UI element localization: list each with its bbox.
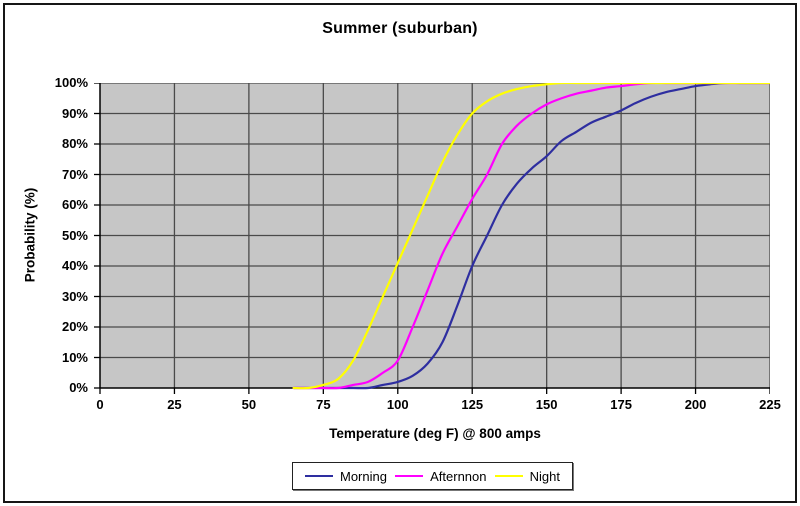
legend-label: Morning	[340, 468, 387, 484]
x-tick-label: 175	[610, 397, 632, 412]
y-tick-label: 0%	[69, 380, 88, 395]
series-line-night	[292, 83, 770, 390]
x-tick-label: 200	[684, 397, 707, 412]
series-line-afternnon	[292, 83, 770, 390]
y-tick-label: 60%	[61, 197, 88, 212]
legend-line-sample-night	[494, 475, 523, 477]
y-tick-label: 30%	[61, 288, 88, 304]
y-tick-label: 80%	[61, 136, 88, 151]
y-tick-label: 100%	[54, 75, 88, 90]
series-line-morning	[292, 83, 770, 390]
legend-item-afternnon: Afternnon	[395, 470, 486, 483]
x-axis-tick-labels: 0 25 50 75 100 125 150 175 200 225	[96, 397, 780, 413]
legend: Morning Afternnon Night	[292, 462, 573, 490]
y-tick-label: 10%	[61, 349, 88, 365]
legend-label: Night	[529, 468, 560, 484]
y-tick-label: 20%	[61, 319, 88, 334]
x-tick-label: 125	[461, 397, 484, 412]
y-axis-tick-labels: 0% 10% 20% 30% 40% 50% 60% 70% 80% 90% 100%	[0, 75, 88, 395]
x-tick-label: 150	[535, 397, 558, 412]
y-tick-label: 90%	[61, 105, 88, 121]
legend-line-sample-morning	[305, 475, 333, 477]
plot-area	[94, 83, 770, 394]
legend-item-night: Night	[494, 468, 560, 484]
x-tick-label: 25	[167, 397, 182, 412]
chart-title: Summer (suburban)	[322, 20, 478, 37]
y-tick-label: 40%	[61, 258, 88, 273]
legend-item-morning: Morning	[305, 470, 387, 483]
y-tick-label: 50%	[61, 227, 88, 243]
legend-line-sample-afternnon	[395, 475, 424, 477]
x-axis-title: Temperature (deg F) @ 800 amps	[329, 426, 541, 441]
x-tick-label: 50	[241, 397, 257, 412]
legend-label: Afternnon	[430, 468, 487, 484]
y-tick-label: 70%	[61, 166, 88, 182]
x-tick-label: 0	[96, 397, 104, 412]
x-tick-label: 225	[759, 397, 781, 412]
x-tick-label: 75	[316, 397, 331, 412]
x-tick-label: 100	[386, 397, 409, 412]
